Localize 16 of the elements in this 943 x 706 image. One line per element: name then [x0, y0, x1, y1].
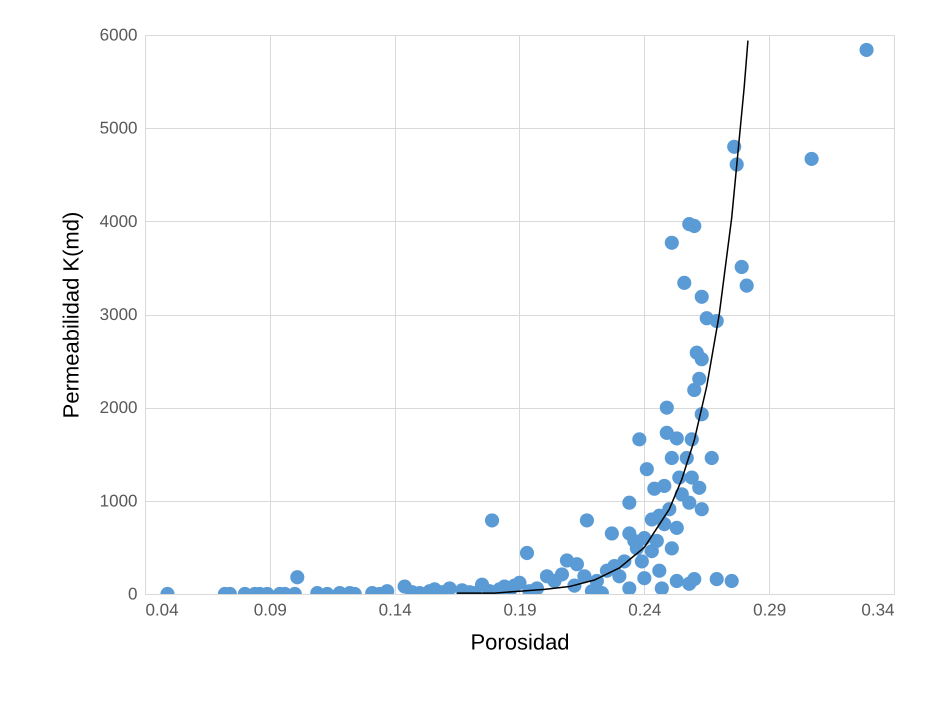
y-tick-label: 1000	[100, 491, 138, 510]
y-axis-title: Permeabilidad K(md)	[58, 212, 84, 418]
x-tick-label: 0.14	[378, 600, 412, 620]
x-tick-label: 0.29	[753, 600, 786, 620]
y-tick-label: 0	[128, 584, 138, 604]
x-tick-label: 0.34	[861, 600, 894, 620]
x-tick-label: 0.09	[254, 600, 287, 620]
y-tick-label: 3000	[100, 305, 138, 324]
y-tick-label: 6000	[100, 26, 138, 44]
x-tick-label: 0.04	[146, 600, 179, 620]
y-tick-label: 2000	[100, 398, 138, 418]
x-tick-label: 0.19	[503, 600, 537, 620]
x-axis-title: Porosidad	[470, 630, 570, 654]
x-tick-label: 0.24	[628, 600, 662, 620]
y-tick-label: 5000	[100, 118, 138, 138]
y-tick-label: 4000	[100, 212, 138, 231]
